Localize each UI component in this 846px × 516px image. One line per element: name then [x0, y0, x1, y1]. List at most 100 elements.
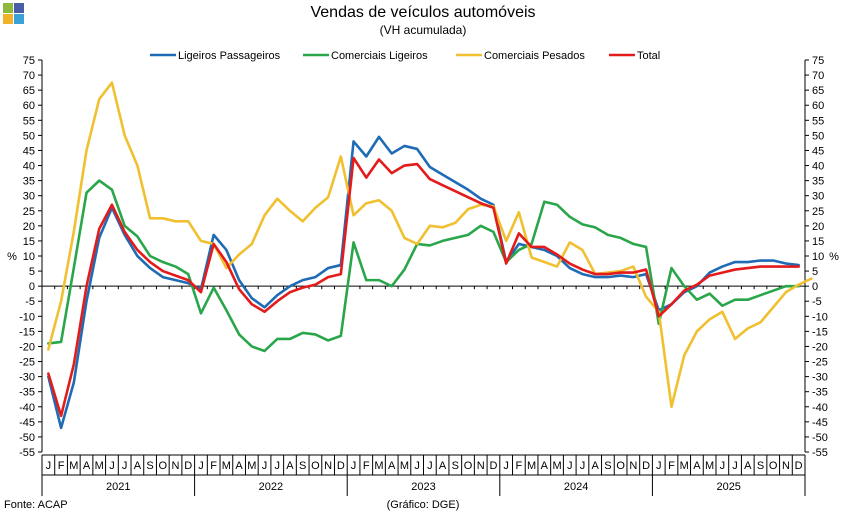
legend-label: Total	[637, 50, 660, 62]
month-label: J	[567, 460, 573, 472]
y-tick-label-right: -20	[812, 341, 828, 353]
y-tick-label-left: 15	[23, 236, 35, 248]
y-tick-label-left: 65	[23, 85, 35, 97]
month-label: S	[299, 460, 306, 472]
month-label: F	[210, 460, 217, 472]
y-tick-label-left: -35	[19, 387, 35, 399]
y-tick-label-left: 20	[23, 221, 35, 233]
month-label: S	[146, 460, 153, 472]
month-label: N	[172, 460, 180, 472]
y-tick-label-left: 35	[23, 176, 35, 188]
y-tick-label-left: 10	[23, 251, 35, 263]
month-label: J	[732, 460, 738, 472]
year-label: 2021	[106, 481, 130, 493]
series-line-2	[47, 81, 813, 409]
y-tick-label-right: -15	[812, 326, 828, 338]
y-tick-label-left: -10	[19, 311, 35, 323]
y-tick-label-right: 60	[812, 100, 824, 112]
y-tick-label-left: 50	[23, 130, 35, 142]
y-tick-label-left: 60	[23, 100, 35, 112]
month-label: J	[720, 460, 726, 472]
y-tick-label-left: 30	[23, 191, 35, 203]
y-tick-label-left: 55	[23, 115, 35, 127]
month-label: D	[184, 460, 192, 472]
y-tick-label-right: -50	[812, 432, 828, 444]
year-label: 2022	[259, 481, 283, 493]
y-tick-label-left: 75	[23, 55, 35, 67]
month-label: S	[757, 460, 764, 472]
legend-label: Ligeiros Passageiros	[178, 50, 281, 62]
y-axis-label-right: %	[829, 251, 839, 263]
y-tick-label-left: -5	[25, 296, 35, 308]
y-tick-label-right: 75	[812, 55, 824, 67]
y-tick-label-right: 10	[812, 251, 824, 263]
y-tick-label-left: 25	[23, 206, 35, 218]
chart-subtitle: (VH acumulada)	[379, 23, 467, 37]
month-label: D	[795, 460, 803, 472]
month-label: J	[427, 460, 433, 472]
month-label: A	[744, 460, 752, 472]
month-label: D	[642, 460, 650, 472]
y-tick-label-left: -40	[19, 402, 35, 414]
month-label: J	[503, 460, 509, 472]
year-label: 2024	[564, 481, 588, 493]
month-label: M	[527, 460, 536, 472]
month-label: O	[311, 460, 320, 472]
month-label: N	[324, 460, 332, 472]
month-label: J	[262, 460, 268, 472]
y-tick-label-right: 50	[812, 130, 824, 142]
y-tick-label-left: 0	[29, 281, 35, 293]
y-tick-label-right: 40	[812, 161, 824, 173]
month-label: F	[363, 460, 370, 472]
month-label: M	[95, 460, 104, 472]
y-tick-label-left: -30	[19, 372, 35, 384]
y-tick-label-right: 5	[812, 266, 818, 278]
y-tick-label-right: -25	[812, 357, 828, 369]
month-label: J	[122, 460, 128, 472]
month-label: O	[616, 460, 625, 472]
y-tick-label-right: 20	[812, 221, 824, 233]
month-label: M	[680, 460, 689, 472]
chart-title: Vendas de veículos automóveis	[310, 4, 536, 21]
y-tick-label-left: -50	[19, 432, 35, 444]
month-label: J	[275, 460, 281, 472]
y-axis-label-left: %	[7, 251, 17, 263]
month-label: J	[656, 460, 662, 472]
y-tick-label-left: 45	[23, 145, 35, 157]
month-label: N	[782, 460, 790, 472]
year-label: 2025	[716, 481, 740, 493]
series-line-0	[47, 135, 800, 430]
y-tick-label-right: 45	[812, 145, 824, 157]
legend-label: Comerciais Ligeiros	[331, 50, 428, 62]
month-label: A	[134, 460, 142, 472]
y-tick-label-right: 70	[812, 70, 824, 82]
y-tick-label-right: -5	[812, 296, 822, 308]
y-tick-label-right: 65	[812, 85, 824, 97]
month-label: A	[286, 460, 294, 472]
credit-note: (Gráfico: DGE)	[386, 499, 460, 511]
month-label: J	[580, 460, 586, 472]
y-tick-label-right: -30	[812, 372, 828, 384]
legend-label: Comerciais Pesados	[484, 50, 585, 62]
y-tick-label-right: 35	[812, 176, 824, 188]
month-label: M	[69, 460, 78, 472]
y-tick-label-right: -55	[812, 447, 828, 459]
month-label: A	[439, 460, 447, 472]
month-label: O	[769, 460, 778, 472]
month-label: S	[604, 460, 611, 472]
y-tick-label-left: 40	[23, 161, 35, 173]
y-tick-label-right: 30	[812, 191, 824, 203]
legend: Ligeiros Passageiros Comerciais Ligeiros C…	[150, 50, 660, 62]
month-label: F	[58, 460, 65, 472]
month-label: M	[705, 460, 714, 472]
month-label: A	[388, 460, 396, 472]
month-label: M	[222, 460, 231, 472]
month-label: J	[46, 460, 52, 472]
y-tick-label-right: 15	[812, 236, 824, 248]
series-line-3	[47, 156, 800, 418]
y-tick-label-left: -20	[19, 341, 35, 353]
y-tick-label-right: -40	[812, 402, 828, 414]
month-label: S	[452, 460, 459, 472]
y-tick-label-left: -15	[19, 326, 35, 338]
